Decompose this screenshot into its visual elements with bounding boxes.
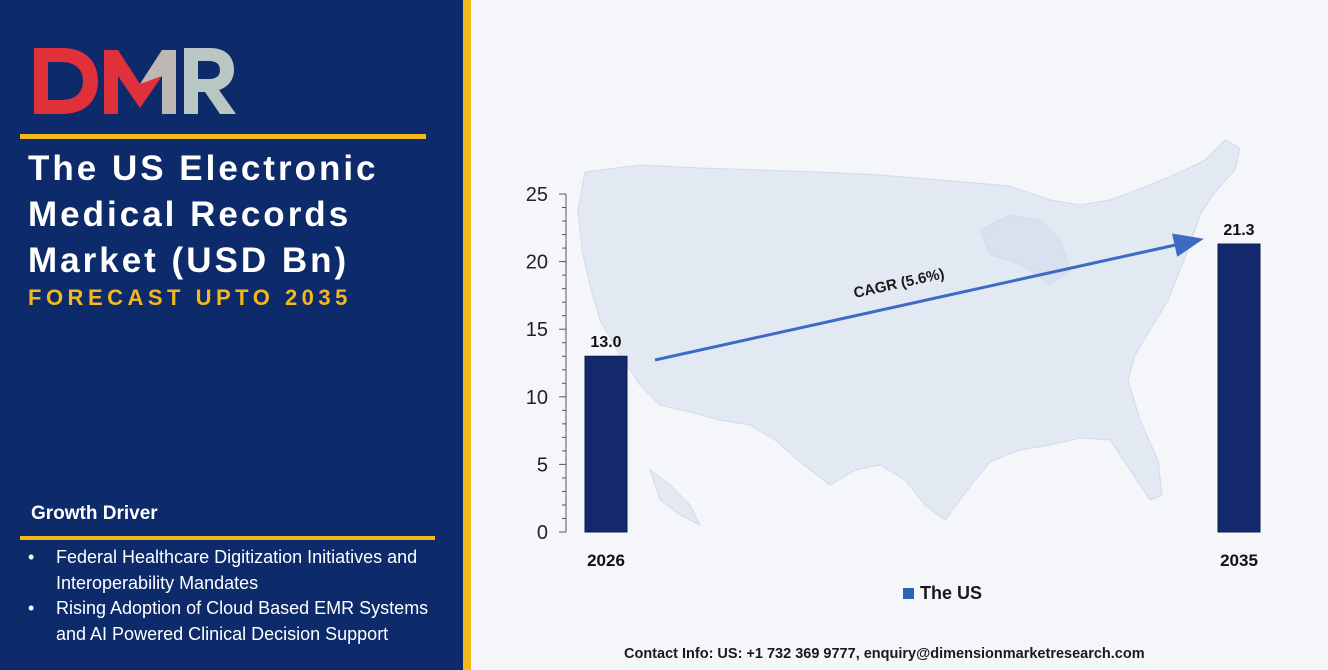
growth-driver-list: • Federal Healthcare Digitization Initia… [28,545,438,647]
growth-driver-item: • Federal Healthcare Digitization Initia… [28,545,438,596]
bar-2026 [584,355,628,533]
y-tick-label: 15 [526,319,548,341]
data-label-2026: 13.0 [590,334,621,351]
dmr-logo [34,48,236,114]
growth-driver-text: Rising Adoption of Cloud Based EMR Syste… [56,598,429,644]
y-tick-label: 10 [526,387,548,409]
y-tick-label: 5 [537,454,548,476]
data-labels: 13.0 21.3 [590,222,1254,351]
growth-driver-item: • Rising Adoption of Cloud Based EMR Sys… [28,596,438,647]
x-axis-labels: 2026 2035 [587,551,1258,570]
y-tick-label: 20 [526,252,548,274]
data-label-2035: 21.3 [1223,222,1254,239]
page-title: The US Electronic Medical Records Market… [28,149,379,280]
bar-2035 [1217,243,1261,533]
bullet-icon: • [28,547,35,567]
info-panel: The US Electronic Medical Records Market… [0,0,463,670]
us-map-background [577,139,1241,527]
forecast-subtitle: FORECAST UPTO 2035 [28,285,352,310]
x-tick-label-2026: 2026 [587,551,625,570]
bullet-icon: • [28,598,35,618]
x-tick-label-2035: 2035 [1220,551,1258,570]
y-tick-label: 0 [537,522,548,544]
growth-driver-text: Federal Healthcare Digitization Initiati… [56,547,418,593]
bars [584,243,1261,533]
growth-driver-underline [20,536,435,540]
legend: The US [903,583,982,603]
growth-driver-heading: Growth Driver [31,503,158,524]
y-axis: 0 5 10 15 20 25 [526,184,567,544]
contact-info: Contact Info: US: +1 732 369 9777, enqui… [624,646,1145,662]
accent-stripe [463,0,471,670]
logo-underline [20,134,426,139]
cagr-arrow [654,233,1204,362]
y-tick-label: 25 [526,184,548,206]
legend-swatch [903,588,914,599]
legend-label: The US [920,583,982,603]
